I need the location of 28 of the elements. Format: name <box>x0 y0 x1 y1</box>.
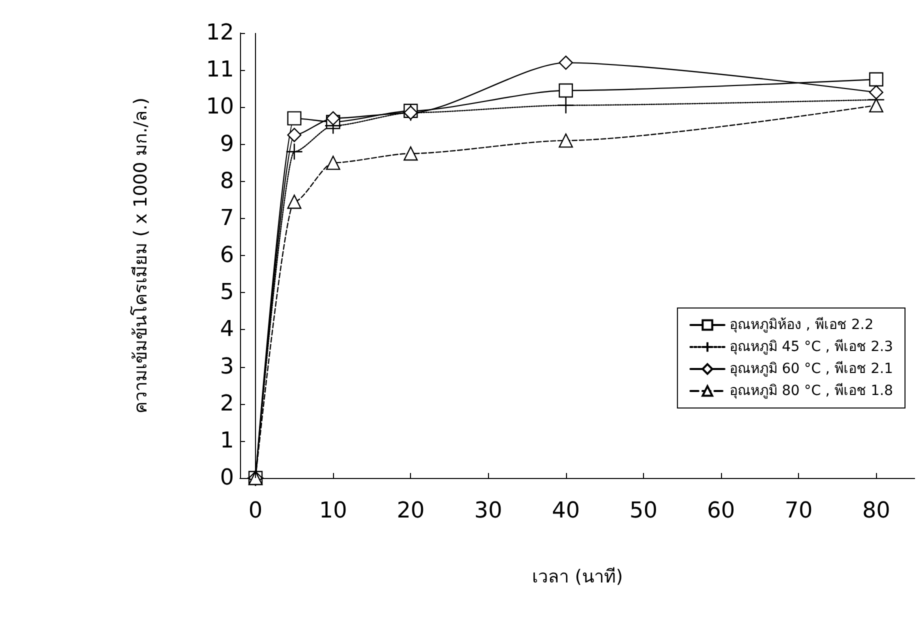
legend-label: อุณหภูมิห้อง , พีเอช 2.2 <box>729 317 874 333</box>
y-tick-label: 5 <box>220 280 234 306</box>
y-tick-label: 6 <box>220 243 234 268</box>
x-tick-label: 70 <box>784 498 813 524</box>
x-tick-label: 40 <box>552 498 580 524</box>
y-tick-label: 12 <box>206 20 234 46</box>
y-tick-label: 8 <box>220 168 234 194</box>
y-tick-label: 11 <box>206 58 234 83</box>
y-tick-label: 4 <box>220 317 234 342</box>
y-axis-title: ความเข้มข้นโครเมียม ( x 1000 มก./ล.) <box>130 98 152 414</box>
legend-label: อุณหภูมิ 45 °C , พีเอช 2.3 <box>729 339 894 355</box>
x-axis-title: เวลา (นาที) <box>532 566 623 588</box>
x-tick-label: 10 <box>319 498 348 524</box>
y-tick-label: 7 <box>220 206 234 231</box>
x-tick-label: 50 <box>629 498 658 524</box>
y-tick-label: 0 <box>220 466 234 490</box>
x-tick-label: 20 <box>396 498 425 524</box>
x-tick-label: 80 <box>862 498 890 524</box>
y-tick-label: 9 <box>220 132 234 157</box>
y-tick-label: 3 <box>220 354 234 380</box>
x-tick-label: 0 <box>248 498 263 524</box>
legend-label: อุณหภูมิ 60 °C , พีเอช 2.1 <box>729 361 894 377</box>
legend-label: อุณหภูมิ 80 °C , พีเอช 1.8 <box>729 383 894 399</box>
y-tick-label: 1 <box>220 428 234 454</box>
x-tick-label: 60 <box>707 498 736 524</box>
y-tick-label: 2 <box>220 391 234 416</box>
y-tick-label: 10 <box>206 94 234 120</box>
x-tick-label: 30 <box>474 498 502 524</box>
